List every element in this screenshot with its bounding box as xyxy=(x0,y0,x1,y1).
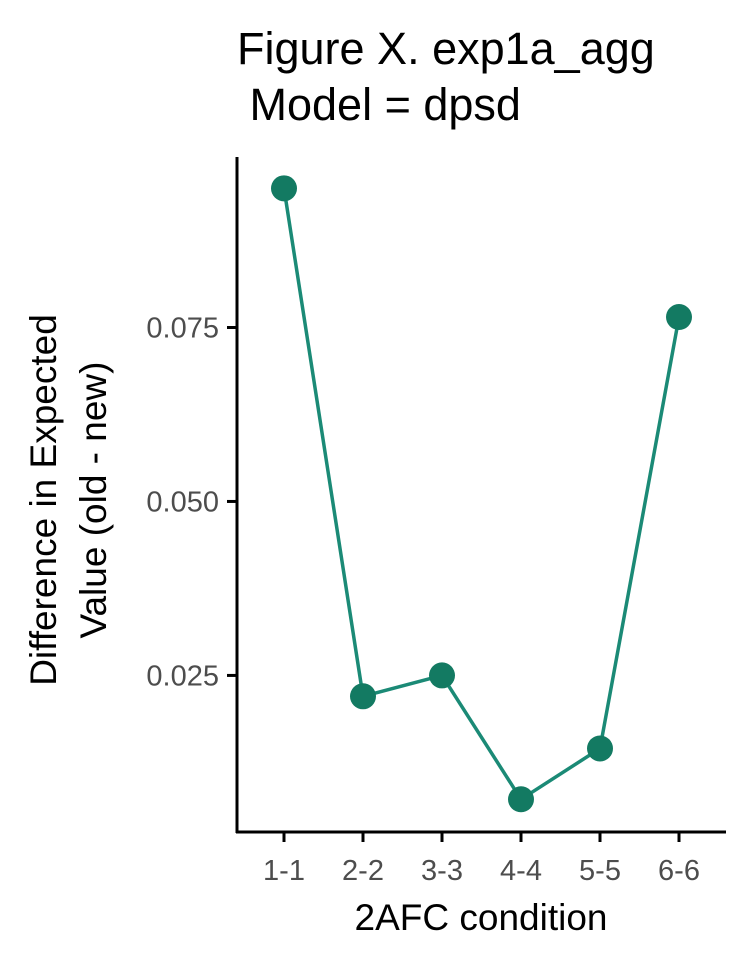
data-point xyxy=(429,662,455,689)
chart-title-line-2: Model = dpsd xyxy=(237,79,521,130)
data-point xyxy=(350,683,376,710)
x-tick-label: 5-5 xyxy=(579,855,621,887)
data-point xyxy=(587,735,613,762)
x-tick-label: 3-3 xyxy=(421,855,463,887)
x-tick-label: 1-1 xyxy=(263,855,305,887)
y-tick-label: 0.075 xyxy=(146,312,219,344)
series-line xyxy=(282,188,681,802)
y-axis-title-line-1: Difference in Expected xyxy=(23,314,64,686)
x-ticks: 1-1 2-2 3-3 4-4 5-5 6-6 xyxy=(263,832,700,887)
data-point xyxy=(271,175,297,202)
y-tick-label: 0.025 xyxy=(146,660,219,692)
data-point xyxy=(666,304,692,331)
chart-title-line-1: Figure X. exp1a_agg xyxy=(237,23,655,74)
data-point xyxy=(508,786,534,813)
x-tick-label: 6-6 xyxy=(658,855,700,887)
x-tick-label: 2-2 xyxy=(342,855,384,887)
x-axis-title: 2AFC condition xyxy=(355,897,608,938)
y-axis-title: Difference in Expected Value (old - new) xyxy=(23,314,114,686)
y-tick-label: 0.050 xyxy=(146,486,219,518)
y-ticks: 0.025 0.050 0.075 xyxy=(146,312,237,692)
series-layer xyxy=(271,175,692,813)
y-axis-title-line-2: Value (old - new) xyxy=(73,362,114,639)
x-tick-label: 4-4 xyxy=(500,855,542,887)
